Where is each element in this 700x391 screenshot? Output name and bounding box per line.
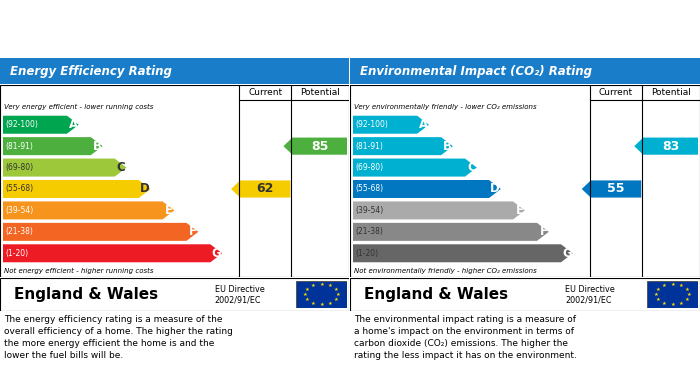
Text: (69-80): (69-80) xyxy=(5,163,33,172)
Text: ★: ★ xyxy=(678,301,683,306)
Text: (92-100): (92-100) xyxy=(355,120,388,129)
Text: Current: Current xyxy=(248,88,282,97)
Text: Environmental Impact (CO₂) Rating: Environmental Impact (CO₂) Rating xyxy=(360,65,592,77)
Text: Potential: Potential xyxy=(651,88,691,97)
Polygon shape xyxy=(3,137,103,155)
Text: The energy efficiency rating is a measure of the
overall efficiency of a home. T: The energy efficiency rating is a measur… xyxy=(4,315,233,360)
Polygon shape xyxy=(353,180,500,198)
Text: Current: Current xyxy=(599,88,633,97)
Text: ★: ★ xyxy=(302,292,307,297)
Text: ★: ★ xyxy=(311,301,316,306)
Text: C: C xyxy=(467,161,476,174)
Text: D: D xyxy=(140,183,149,196)
Text: ★: ★ xyxy=(334,297,339,302)
Text: F: F xyxy=(189,225,197,239)
Text: ★: ★ xyxy=(685,297,690,302)
Text: ★: ★ xyxy=(687,292,692,297)
Polygon shape xyxy=(231,180,290,197)
Text: B: B xyxy=(443,140,452,152)
Text: A: A xyxy=(419,118,428,131)
Polygon shape xyxy=(634,138,698,155)
Text: (39-54): (39-54) xyxy=(355,206,384,215)
Text: England & Wales: England & Wales xyxy=(364,287,508,302)
Text: Very environmentally friendly - lower CO₂ emissions: Very environmentally friendly - lower CO… xyxy=(354,104,537,110)
Text: B: B xyxy=(92,140,102,152)
Text: ★: ★ xyxy=(671,282,675,287)
Text: 83: 83 xyxy=(662,140,679,152)
Text: E: E xyxy=(516,204,524,217)
Text: ★: ★ xyxy=(656,287,661,292)
Polygon shape xyxy=(353,137,453,155)
Text: ★: ★ xyxy=(311,283,316,288)
Polygon shape xyxy=(284,138,347,155)
Text: The environmental impact rating is a measure of
a home's impact on the environme: The environmental impact rating is a mea… xyxy=(354,315,577,360)
Text: (1-20): (1-20) xyxy=(5,249,28,258)
Polygon shape xyxy=(3,244,222,262)
Polygon shape xyxy=(3,223,198,241)
Polygon shape xyxy=(582,180,641,197)
Text: ★: ★ xyxy=(656,297,661,302)
Text: (1-20): (1-20) xyxy=(355,249,378,258)
Polygon shape xyxy=(3,201,174,219)
Polygon shape xyxy=(3,180,150,198)
Text: ★: ★ xyxy=(328,283,332,288)
Text: A: A xyxy=(69,118,78,131)
Text: ★: ★ xyxy=(336,292,341,297)
Text: ★: ★ xyxy=(662,301,666,306)
Text: ★: ★ xyxy=(305,287,309,292)
Text: G: G xyxy=(211,247,221,260)
Text: Not environmentally friendly - higher CO₂ emissions: Not environmentally friendly - higher CO… xyxy=(354,267,537,274)
Text: ★: ★ xyxy=(678,283,683,288)
Text: E: E xyxy=(165,204,174,217)
Text: ★: ★ xyxy=(662,283,666,288)
Text: 62: 62 xyxy=(257,183,274,196)
Text: ★: ★ xyxy=(654,292,658,297)
Polygon shape xyxy=(353,116,429,134)
Text: (81-91): (81-91) xyxy=(5,142,33,151)
Text: Not energy efficient - higher running costs: Not energy efficient - higher running co… xyxy=(4,267,153,274)
Text: (21-38): (21-38) xyxy=(355,227,383,236)
Polygon shape xyxy=(353,159,477,177)
Text: G: G xyxy=(562,247,572,260)
Text: ★: ★ xyxy=(319,282,324,287)
Text: ★: ★ xyxy=(305,297,309,302)
Text: (55-68): (55-68) xyxy=(5,185,33,194)
Text: EU Directive
2002/91/EC: EU Directive 2002/91/EC xyxy=(215,285,265,304)
Text: (92-100): (92-100) xyxy=(5,120,38,129)
Text: D: D xyxy=(490,183,500,196)
Text: (39-54): (39-54) xyxy=(5,206,34,215)
Text: 85: 85 xyxy=(311,140,328,152)
Polygon shape xyxy=(353,201,525,219)
Text: (21-38): (21-38) xyxy=(5,227,33,236)
Polygon shape xyxy=(3,159,127,177)
Text: Energy Efficiency Rating: Energy Efficiency Rating xyxy=(10,65,172,77)
Text: F: F xyxy=(540,225,548,239)
Text: ★: ★ xyxy=(685,287,690,292)
Text: (81-91): (81-91) xyxy=(355,142,383,151)
Text: EU Directive
2002/91/EC: EU Directive 2002/91/EC xyxy=(566,285,615,304)
Text: (55-68): (55-68) xyxy=(355,185,383,194)
Polygon shape xyxy=(353,244,573,262)
Text: ★: ★ xyxy=(328,301,332,306)
Text: England & Wales: England & Wales xyxy=(14,287,158,302)
Text: Very energy efficient - lower running costs: Very energy efficient - lower running co… xyxy=(4,104,153,110)
Text: ★: ★ xyxy=(319,302,324,307)
Polygon shape xyxy=(3,116,78,134)
Text: C: C xyxy=(117,161,125,174)
Polygon shape xyxy=(353,223,549,241)
Text: Potential: Potential xyxy=(300,88,340,97)
Text: ★: ★ xyxy=(671,302,675,307)
Text: ★: ★ xyxy=(334,287,339,292)
Text: 55: 55 xyxy=(608,183,624,196)
Text: (69-80): (69-80) xyxy=(355,163,383,172)
